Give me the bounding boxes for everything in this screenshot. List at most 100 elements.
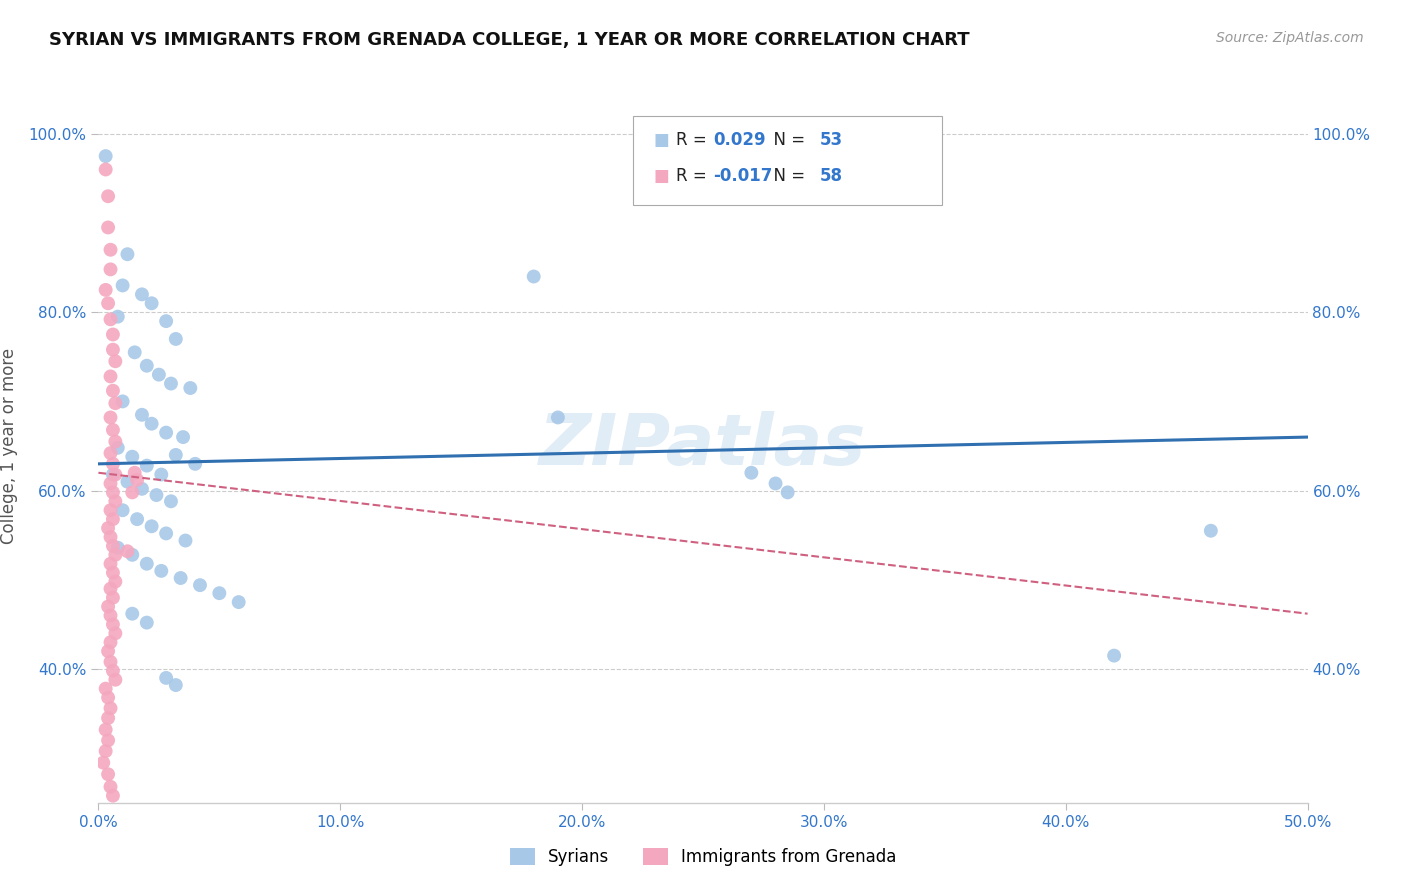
Point <box>160 376 183 391</box>
Text: -0.017: -0.017 <box>713 167 772 185</box>
Text: SYRIAN VS IMMIGRANTS FROM GRENADA COLLEGE, 1 YEAR OR MORE CORRELATION CHART: SYRIAN VS IMMIGRANTS FROM GRENADA COLLEG… <box>49 31 970 49</box>
Point <box>172 430 194 444</box>
Point <box>100 655 122 669</box>
Point <box>101 566 124 580</box>
Point <box>135 557 157 571</box>
Point <box>104 673 127 687</box>
Point <box>127 473 149 487</box>
Point <box>101 327 124 342</box>
Point <box>101 539 124 553</box>
Point <box>104 354 127 368</box>
Point <box>91 756 114 770</box>
Point <box>104 396 127 410</box>
Point <box>101 591 124 605</box>
Point <box>141 519 163 533</box>
Point <box>100 476 122 491</box>
Point <box>117 247 139 261</box>
Point <box>97 644 120 658</box>
Point <box>97 521 120 535</box>
Point <box>94 283 117 297</box>
Point <box>150 564 173 578</box>
Point <box>165 678 187 692</box>
Point <box>97 599 120 614</box>
Point <box>94 744 117 758</box>
Point <box>127 512 149 526</box>
Point <box>148 368 170 382</box>
Point <box>1199 524 1222 538</box>
Point <box>97 711 120 725</box>
Point <box>547 410 569 425</box>
Point <box>100 701 122 715</box>
Point <box>141 296 163 310</box>
Text: ■: ■ <box>654 167 669 185</box>
Point <box>165 332 187 346</box>
Point <box>155 314 177 328</box>
Point <box>101 789 124 803</box>
Point <box>131 408 153 422</box>
Point <box>131 287 153 301</box>
Point <box>94 681 117 696</box>
Point <box>94 162 117 177</box>
Point <box>135 615 157 630</box>
Point <box>169 571 191 585</box>
Point <box>740 466 762 480</box>
Point <box>135 458 157 473</box>
Point <box>111 278 134 293</box>
Point <box>101 467 124 482</box>
Point <box>117 475 139 489</box>
Point <box>208 586 231 600</box>
Point <box>100 446 122 460</box>
Point <box>104 434 127 449</box>
Point <box>131 482 153 496</box>
Point <box>104 574 127 589</box>
Point <box>101 664 124 678</box>
Point <box>135 359 157 373</box>
Point <box>97 767 120 781</box>
Point <box>141 417 163 431</box>
Point <box>160 494 183 508</box>
Text: 0.029: 0.029 <box>713 131 765 149</box>
Point <box>104 626 127 640</box>
Point <box>124 466 146 480</box>
Point <box>101 457 124 471</box>
Point <box>150 467 173 482</box>
Point <box>104 494 127 508</box>
Text: N =: N = <box>763 131 811 149</box>
Point <box>100 503 122 517</box>
Point <box>101 512 124 526</box>
Point <box>765 476 787 491</box>
Point <box>100 780 122 794</box>
Point <box>100 410 122 425</box>
Point <box>101 423 124 437</box>
Point <box>101 617 124 632</box>
Point <box>188 578 211 592</box>
Point <box>97 189 120 203</box>
Point <box>776 485 799 500</box>
Point <box>179 381 201 395</box>
Text: 58: 58 <box>820 167 842 185</box>
Text: ZIPatlas: ZIPatlas <box>540 411 866 481</box>
Point <box>523 269 546 284</box>
Point <box>121 450 143 464</box>
Text: 53: 53 <box>820 131 842 149</box>
Point <box>97 220 120 235</box>
Point <box>121 485 143 500</box>
Point <box>184 457 207 471</box>
Text: R =: R = <box>676 131 713 149</box>
Point <box>155 425 177 440</box>
Point <box>121 607 143 621</box>
Point <box>100 262 122 277</box>
Point <box>100 557 122 571</box>
Point <box>100 582 122 596</box>
Point <box>107 310 129 324</box>
Point <box>174 533 197 548</box>
Text: R =: R = <box>676 167 713 185</box>
Point <box>117 544 139 558</box>
Point <box>94 149 117 163</box>
Point <box>100 608 122 623</box>
Point <box>228 595 250 609</box>
Point <box>1102 648 1125 663</box>
Point <box>100 312 122 326</box>
Point <box>111 394 134 409</box>
Point <box>101 384 124 398</box>
